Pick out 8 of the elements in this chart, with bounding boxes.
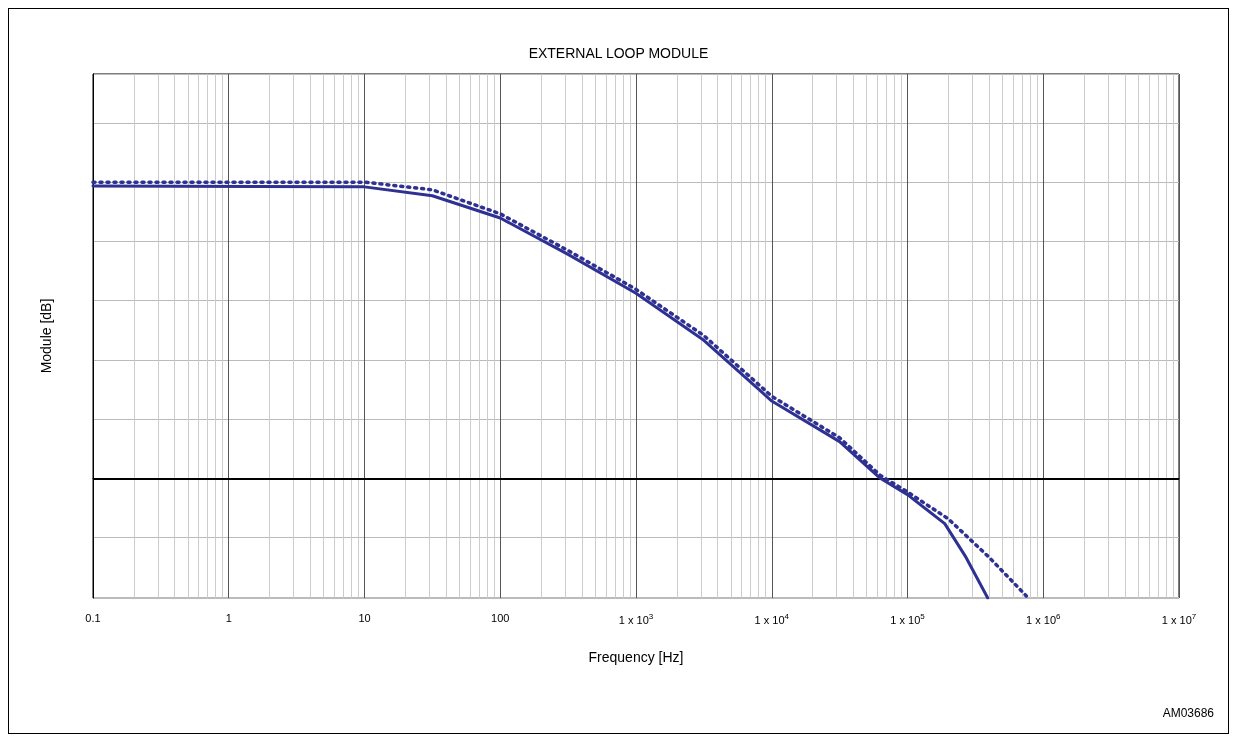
text: AM03686: [1162, 706, 1215, 720]
x-tick-label: 100: [491, 611, 510, 624]
chart-title: EXTERNAL LOOP MODULE: [528, 45, 709, 61]
x-tick-label: 1: [225, 611, 232, 624]
x-axis-title: Frequency [Hz]: [588, 649, 684, 665]
x-tick-label: 0.1: [85, 611, 101, 624]
x-tick-label: 10: [358, 611, 371, 624]
y-axis-title: Module [dB]: [38, 298, 54, 374]
